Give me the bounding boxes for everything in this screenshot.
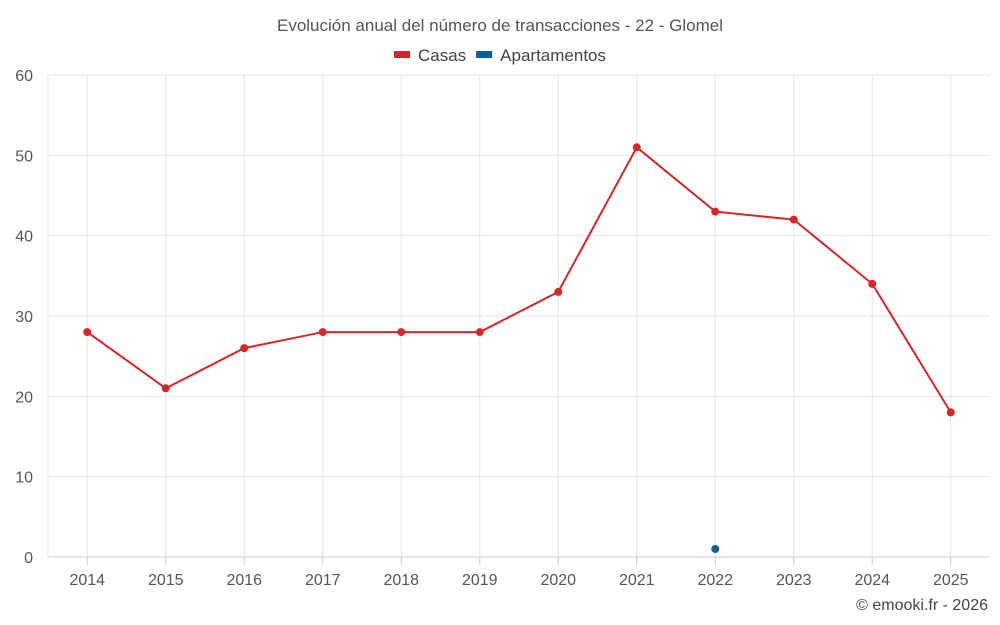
x-tick-label: 2019 [462, 572, 498, 589]
y-tick-label: 10 [15, 470, 33, 487]
x-tick-label: 2023 [776, 572, 812, 589]
y-axis: 0 10 20 30 40 50 60 [15, 68, 33, 567]
grid [47, 74, 990, 558]
data-point-casas-2018[interactable] [397, 328, 406, 337]
x-tick-label: 2016 [226, 572, 262, 589]
data-point-casas-2022[interactable] [711, 207, 720, 216]
data-point-casas-2014[interactable] [83, 328, 92, 337]
x-tick-label: 2021 [619, 572, 655, 589]
data-point-apartamentos-2022[interactable] [711, 544, 720, 553]
legend-swatch [393, 51, 410, 58]
legend-swatch [476, 51, 493, 58]
data-point-casas-2015[interactable] [161, 384, 170, 393]
y-tick-label: 20 [15, 389, 33, 406]
x-axis: 2014 2015 2016 2017 2018 2019 2020 2021 2022 2023… [48, 556, 990, 589]
data-point-casas-2023[interactable] [789, 215, 798, 224]
legend-item-casas[interactable]: Casas [393, 46, 466, 65]
x-tick-label: 2020 [540, 572, 576, 589]
chart-title: Evolución anual del número de transaccio… [277, 16, 723, 35]
legend-item-apartamentos[interactable]: Apartamentos [476, 46, 606, 65]
data-point-casas-2021[interactable] [632, 143, 641, 152]
x-tick-label: 2025 [933, 572, 969, 589]
data-point-casas-2019[interactable] [475, 328, 484, 337]
credit-text: © emooki.fr - 2026 [856, 597, 988, 614]
y-tick-label: 60 [15, 68, 33, 85]
series-group [83, 143, 955, 553]
legend: Casas Apartamentos [393, 46, 606, 65]
y-tick-label: 50 [15, 148, 33, 165]
y-tick-label: 40 [15, 229, 33, 246]
x-tick-label: 2018 [383, 572, 419, 589]
series-line-casas [86, 145, 952, 413]
y-tick-label: 30 [15, 309, 33, 326]
legend-label: Casas [418, 46, 466, 65]
data-point-casas-2020[interactable] [554, 287, 563, 296]
data-point-casas-2016[interactable] [240, 344, 249, 353]
x-tick-label: 2022 [697, 572, 733, 589]
x-tick-label: 2024 [854, 572, 890, 589]
data-point-casas-2025[interactable] [946, 408, 955, 417]
x-tick-label: 2017 [305, 572, 341, 589]
x-tick-label: 2014 [69, 572, 105, 589]
legend-label: Apartamentos [500, 46, 606, 65]
y-tick-label: 0 [24, 550, 33, 567]
data-point-casas-2017[interactable] [318, 328, 327, 337]
x-tick-label: 2015 [148, 572, 184, 589]
data-point-casas-2024[interactable] [868, 279, 877, 288]
